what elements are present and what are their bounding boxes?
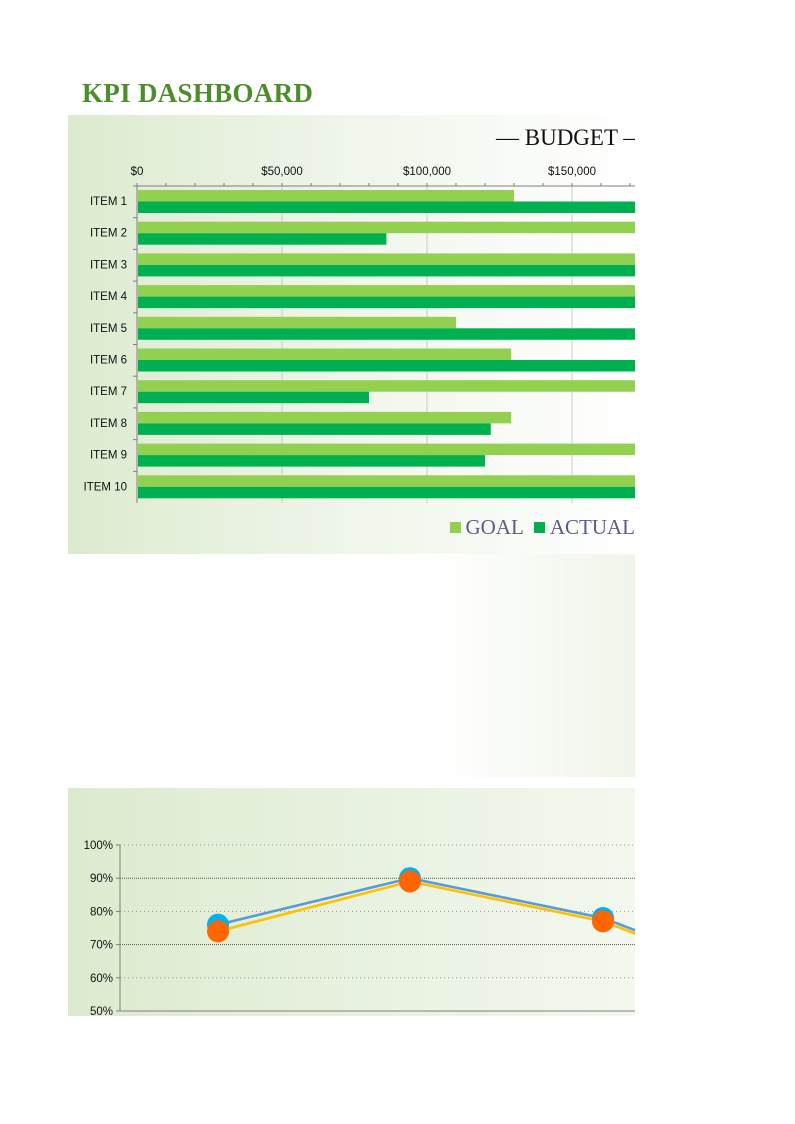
kpi-line-chart-panel: 100% 90% 80% 70% 60% 50% [68,788,635,1016]
bar-actual [138,360,635,372]
x-tick-label: $100,000 [403,166,451,178]
x-tick-label: $50,000 [261,166,303,178]
title-dash-left: — [496,125,519,150]
bar-actual [138,264,635,277]
bar-actual [138,201,635,213]
category-label: ITEM 7 [90,386,127,398]
x-tick-label: $0 [131,166,144,178]
y-tick-label: 100% [84,840,113,852]
category-label: ITEM 5 [90,323,127,335]
bar-goal [138,253,635,265]
bar-goal [138,316,456,329]
bar-actual [138,328,635,340]
budget-legend: GOAL ACTUAL [440,515,635,540]
legend-actual: ACTUAL [533,515,635,540]
y-tick-label: 60% [90,973,113,985]
category-label: ITEM 9 [90,450,127,462]
kpi-line-series-1 [217,876,635,932]
bar-goal [138,380,635,392]
y-tick-label: 80% [90,906,113,918]
kpi-line-chart: 100% 90% 80% 70% 60% 50% [84,840,635,1016]
kpi-point-series-2 [399,870,421,893]
category-label: ITEM 3 [90,259,127,271]
budget-chart-panel: — BUDGET — $0 $50,000 $100,000 $150,000 ITEM… [68,115,635,554]
bar-goal [138,411,512,424]
kpi-point-series-2 [207,920,229,943]
bar-goal [138,443,635,456]
bar-actual [138,486,635,499]
title-dash-right: — [623,125,635,150]
page-title: KPI DASHBOARD [82,78,314,108]
category-label: ITEM 10 [84,481,127,493]
budget-bar-chart: $0 $50,000 $100,000 $150,000 ITEM 1 ITEM 2 ITE… [84,166,635,503]
category-label: ITEM 8 [90,418,127,430]
kpi-line-series-2 [217,880,635,935]
legend-actual-swatch [533,522,545,533]
bar-actual [138,296,635,309]
budget-title-text: BUDGET [524,125,618,150]
x-tick-label: $150,000 [548,166,596,178]
legend-goal-label: GOAL [465,515,524,539]
y-tick-label: 90% [90,873,113,885]
bar-goal [138,348,512,360]
bar-actual [138,233,387,245]
category-label: ITEM 4 [90,291,128,303]
kpi-point-series-2 [592,910,614,933]
bar-goal [138,285,635,297]
bar-goal [138,190,514,202]
empty-chart-panel [68,554,635,777]
y-tick-label: 70% [90,940,113,952]
category-label: ITEM 2 [90,228,127,240]
bar-actual [138,455,485,467]
legend-goal: GOAL [449,515,524,540]
bar-goal [138,221,635,234]
y-tick-label: 50% [90,1006,113,1016]
category-label: ITEM 1 [90,196,127,208]
bar-actual [138,391,369,404]
budget-chart-title: — BUDGET — [496,125,635,151]
bar-goal [138,475,635,487]
legend-actual-label: ACTUAL [549,515,635,539]
category-label: ITEM 6 [90,355,127,367]
bar-actual [138,423,491,435]
legend-goal-swatch [449,522,461,533]
